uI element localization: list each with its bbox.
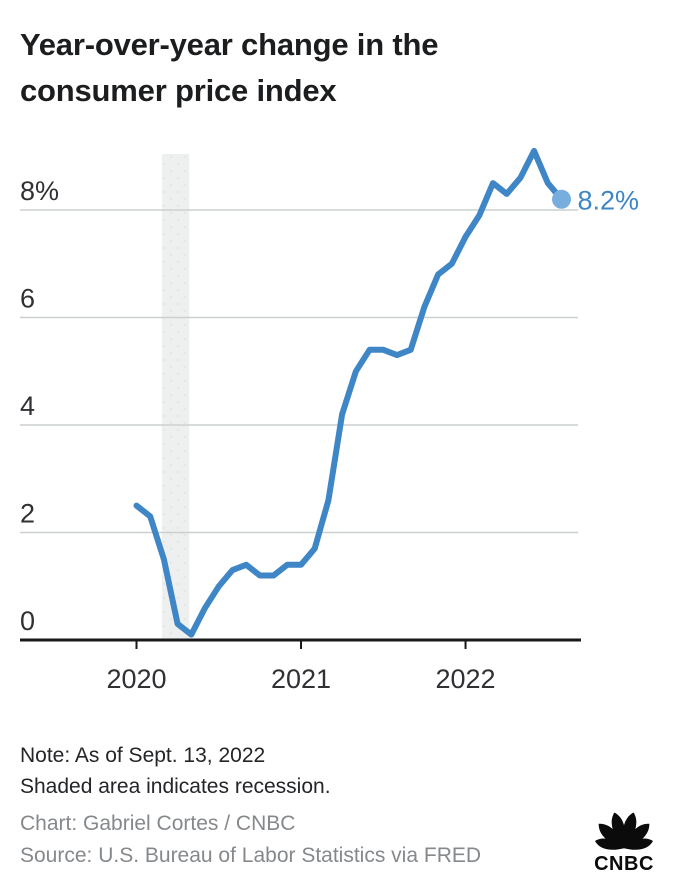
chart-title: Year-over-year change in the consumer pr… bbox=[20, 27, 439, 108]
cnbc-peacock-icon bbox=[594, 812, 654, 850]
credit-chart-author: Chart: Gabriel Cortes / CNBC bbox=[20, 812, 296, 835]
chart-credits: Chart: Gabriel Cortes / CNBC Source: U.S… bbox=[20, 808, 481, 872]
x-axis-tick-label: 2020 bbox=[106, 664, 166, 694]
cpi-line-chart: 0 2 4 6 8% 2020 2021 2022 8.2% bbox=[20, 147, 640, 694]
note-line-recession: Shaded area indicates recession. bbox=[20, 775, 331, 798]
latest-point-marker bbox=[552, 189, 571, 209]
y-axis-tick-label: 0 bbox=[20, 606, 35, 636]
cnbc-logo-text: CNBC bbox=[594, 853, 654, 875]
y-axis-tick-label: 4 bbox=[20, 391, 35, 421]
x-axis-tick-label: 2021 bbox=[271, 664, 331, 694]
cnbc-logo: CNBC bbox=[589, 806, 659, 876]
y-axis-tick-label: 6 bbox=[20, 284, 35, 314]
y-axis-tick-label: 8% bbox=[20, 176, 59, 206]
note-line-asof: Note: As of Sept. 13, 2022 bbox=[20, 744, 266, 767]
credit-source: Source: U.S. Bureau of Labor Statistics … bbox=[20, 844, 482, 867]
y-axis-tick-label: 2 bbox=[20, 499, 35, 529]
latest-value-label: 8.2% bbox=[578, 185, 640, 215]
x-axis-tick-label: 2022 bbox=[436, 664, 496, 694]
chart-notes: Note: As of Sept. 13, 2022 Shaded area i… bbox=[20, 740, 331, 802]
cpi-line-series bbox=[133, 147, 565, 638]
